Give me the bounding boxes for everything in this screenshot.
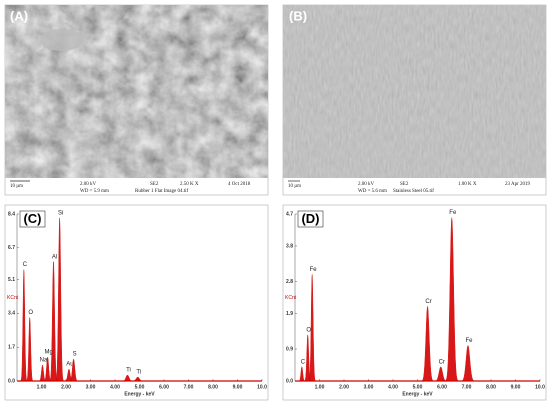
x-tick-label: 3.00 bbox=[364, 384, 374, 390]
peak-label: Na bbox=[40, 358, 48, 364]
peak-label: Au bbox=[66, 362, 73, 368]
panel-label: (A) bbox=[10, 8, 28, 23]
y-tick-label: 1.7 bbox=[8, 345, 15, 351]
label-box bbox=[19, 210, 46, 228]
sem-image bbox=[283, 5, 546, 178]
x-axis-label: Energy - keV bbox=[124, 391, 155, 397]
peak bbox=[55, 217, 65, 382]
working-distance: WD = 5.6 mm bbox=[358, 189, 387, 194]
peak bbox=[308, 274, 317, 382]
label-box bbox=[297, 210, 324, 228]
x-tick-label: 4.00 bbox=[388, 384, 398, 390]
y-tick-label: 0.9 bbox=[286, 346, 293, 352]
peak bbox=[20, 269, 28, 382]
y-tick-label: 0.0 bbox=[8, 378, 15, 384]
x-tick-label: 1.00 bbox=[37, 384, 47, 390]
peak bbox=[25, 317, 34, 382]
particle bbox=[40, 29, 84, 51]
peak-label: Fe bbox=[449, 210, 457, 216]
peak-label: C bbox=[23, 262, 28, 268]
x-tick-label: 8.00 bbox=[208, 384, 218, 390]
peak-label: C bbox=[301, 359, 306, 365]
peak-label: S bbox=[73, 352, 77, 358]
detector: SE2 bbox=[150, 182, 159, 187]
x-tick-label: 10.0 bbox=[535, 384, 545, 390]
y-tick-label: 2.8 bbox=[286, 279, 293, 285]
x-tick-label: 9.00 bbox=[233, 384, 243, 390]
working-distance: WD = 5.9 mm bbox=[80, 189, 109, 194]
peak bbox=[420, 306, 435, 382]
detector: SE2 bbox=[400, 182, 409, 187]
peak-label: Ti bbox=[136, 370, 141, 376]
date: 23 Apr 2019 bbox=[505, 182, 531, 187]
x-tick-label: 2.00 bbox=[339, 384, 349, 390]
peak bbox=[444, 217, 460, 382]
scale-text: 10 µm bbox=[10, 184, 23, 189]
y-tick-label: 8.4 bbox=[8, 211, 15, 217]
sem-image bbox=[5, 5, 268, 178]
y-tick-label: 5.1 bbox=[8, 277, 15, 283]
file-name: Rubber 1 Flat Image 04.tif bbox=[135, 189, 189, 194]
peak-label: Si bbox=[58, 211, 63, 217]
chart-frame bbox=[282, 204, 547, 401]
panel-label: (D) bbox=[301, 211, 319, 226]
y-axis-label: KCnt bbox=[285, 295, 297, 301]
x-axis-label: Energy - keV bbox=[402, 391, 433, 397]
date: 4 Oct 2018 bbox=[228, 182, 251, 187]
peak-label: Fe bbox=[465, 338, 473, 344]
peak-label: Mg bbox=[44, 350, 52, 356]
file-name: Stainless Steel 05.tif bbox=[393, 189, 434, 194]
peak-label: Fe bbox=[310, 267, 318, 273]
y-tick-label: 6.7 bbox=[8, 245, 15, 251]
peak-label: Cr bbox=[439, 359, 445, 365]
peak bbox=[460, 344, 476, 382]
peak-label: O bbox=[28, 310, 33, 316]
y-tick-label: 1.9 bbox=[286, 311, 293, 317]
voltage: 2.00 kV bbox=[80, 182, 97, 187]
magnification: 1.00 K X bbox=[458, 182, 477, 187]
peak-label: O bbox=[306, 327, 311, 333]
scale-text: 10 µm bbox=[288, 184, 301, 189]
x-tick-label: 9.00 bbox=[511, 384, 521, 390]
x-tick-label: 4.00 bbox=[110, 384, 120, 390]
panel-label: (B) bbox=[289, 8, 307, 23]
x-tick-label: 3.00 bbox=[86, 384, 96, 390]
x-tick-label: 8.00 bbox=[486, 384, 496, 390]
peak bbox=[131, 376, 145, 382]
x-tick-label: 2.00 bbox=[61, 384, 71, 390]
x-tick-label: 6.00 bbox=[159, 384, 169, 390]
voltage: 2.00 kV bbox=[358, 182, 375, 187]
y-tick-label: 3.4 bbox=[8, 311, 15, 317]
peak-label: Al bbox=[52, 254, 57, 260]
x-tick-label: 10.0 bbox=[257, 384, 267, 390]
y-tick-label: 4.7 bbox=[286, 211, 293, 217]
x-tick-label: 1.00 bbox=[315, 384, 325, 390]
x-tick-label: 7.00 bbox=[184, 384, 194, 390]
peak-label: Cr bbox=[425, 299, 431, 305]
x-tick-label: 7.00 bbox=[462, 384, 472, 390]
panel-label: (C) bbox=[23, 211, 41, 226]
peak-label: Ti bbox=[126, 368, 131, 374]
x-tick-label: 6.00 bbox=[437, 384, 447, 390]
y-tick-label: 3.8 bbox=[286, 243, 293, 249]
y-axis-label: KCnt bbox=[7, 295, 19, 301]
magnification: 2.50 K X bbox=[180, 182, 199, 187]
peak bbox=[68, 358, 79, 382]
y-tick-label: 0.0 bbox=[286, 378, 293, 384]
x-tick-label: 5.00 bbox=[413, 384, 423, 390]
x-tick-label: 5.00 bbox=[135, 384, 145, 390]
